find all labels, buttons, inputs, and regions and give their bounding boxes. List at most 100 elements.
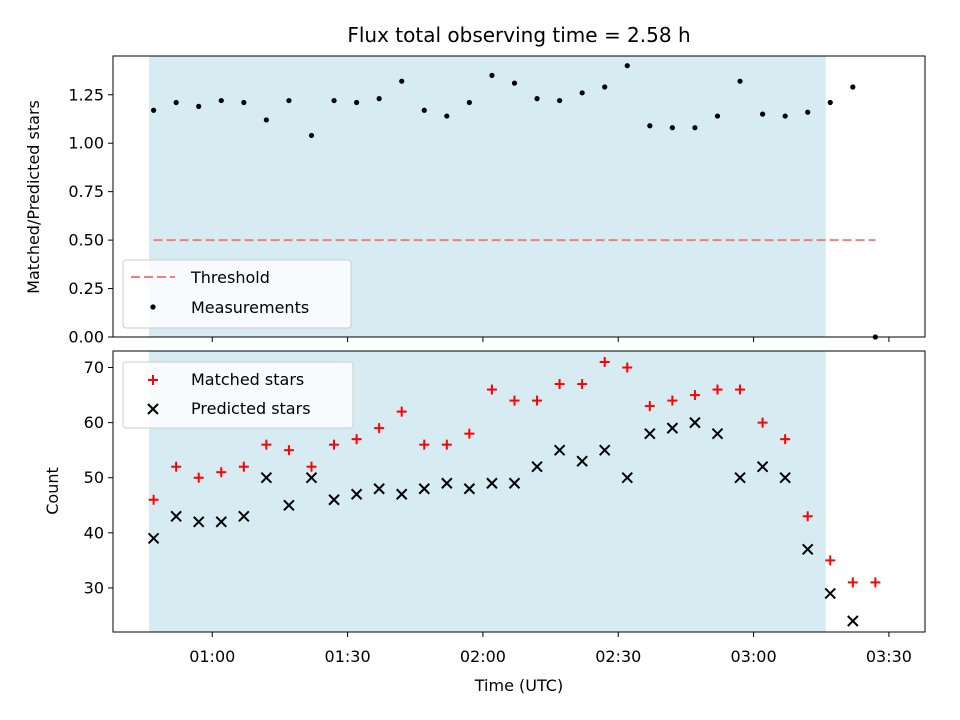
measurement-point [557,97,563,104]
top-ytick-label: 0.50 [68,231,104,250]
measurement-point [692,125,698,131]
bottom-ylabel: Count [43,467,62,515]
matched-star-point [689,390,700,401]
xtick-label: 01:00 [189,647,235,666]
matched-star-point [238,461,249,472]
matched-star-point [306,461,317,472]
measurement-point [669,125,675,131]
predicted-star-point [621,472,633,484]
legend-measurements-label: Measurements [191,298,309,317]
measurement-point [579,90,585,96]
top-axes-frame [112,55,926,338]
matched-star-point [735,384,746,395]
predicted-star-point [802,543,814,556]
bottom-ytick-label: 40 [84,523,104,542]
predicted-star-point [666,422,679,434]
matched-star-point [374,423,385,434]
top-legend: Threshold Measurements [122,259,352,329]
predicted-star-point [689,416,701,429]
matched-star-point [599,357,610,368]
predicted-star-point [396,488,408,500]
matched-star-point [870,577,881,588]
measurement-point [399,78,405,84]
measurement-point [196,103,202,109]
legend-matched-swatch [148,375,158,385]
predicted-star-point [441,477,453,489]
predicted-star-point [147,532,160,545]
predicted-star-point [599,444,611,456]
measurement-point [354,99,360,106]
measurement-point [331,97,337,104]
measurement-point [173,99,179,106]
measurement-point [263,117,269,123]
matched-star-point [825,555,836,566]
predicted-star-point [373,483,385,495]
measurement-point [534,96,540,102]
matched-star-point [577,379,588,390]
predicted-star-point [508,477,521,489]
top-ytick-label: 1.25 [68,85,104,104]
bottom-ytick-label: 30 [84,578,104,597]
xtick-label: 01:30 [325,647,371,666]
measurement-point [444,113,450,119]
predicted-star-point [486,477,498,489]
predicted-star-point [576,455,588,467]
top-ytick-label: 0.00 [68,328,104,347]
predicted-star-point [734,472,746,484]
measurement-point [241,99,247,106]
xtick-label: 03:30 [866,647,912,666]
predicted-star-point [463,483,476,495]
legend-predicted-swatch [147,403,159,415]
predicted-star-point [350,488,363,500]
matched-star-point [171,461,182,472]
predicted-star-point [170,510,182,523]
matched-star-point [148,494,159,505]
measurement-point [714,113,721,119]
predicted-star-point [418,483,430,495]
xtick-label: 02:00 [460,647,506,666]
matched-star-point [441,439,452,450]
legend-predicted-label: Predicted stars [191,399,311,418]
matched-star-point [509,395,520,406]
predicted-star-point [553,444,566,456]
legend-box [122,259,352,329]
top-ytick-label: 0.75 [68,182,104,201]
top-ytick-label: 0.25 [68,279,104,298]
matched-star-point [712,384,723,395]
bottom-axes-frame [112,350,926,633]
matched-star-point [193,472,204,483]
matched-star-point [644,401,655,412]
matched-star-point [419,439,430,450]
measurement-point [466,99,472,106]
predicted-star-point [711,427,724,440]
measurement-point [218,97,224,104]
measurement-point [602,84,608,90]
measurement-point [308,132,315,139]
matched-star-point [283,445,294,456]
matched-star-point [486,384,497,395]
predicted-star-point [215,516,227,528]
measurement-point [489,72,495,78]
matched-star-point [464,428,475,439]
measurement-point [624,63,630,69]
predicted-star-point [283,499,295,511]
matched-star-point [396,406,407,417]
matched-star-point [261,439,272,450]
matched-star-point [780,434,791,445]
matched-star-point [351,434,362,445]
bottom-panel: 30 40 50 60 70 Count Matched stars Predicted … [43,350,926,633]
matched-star-point [216,467,227,478]
top-ylabel: Matched/Predicted stars [24,100,43,294]
measurement-point [151,107,157,113]
legend-measurements-swatch [150,304,156,310]
legend-box [122,361,354,429]
predicted-star-point [238,510,250,523]
measurement-point [850,84,856,90]
bottom-legend: Matched stars Predicted stars [122,361,354,429]
predicted-star-point [260,472,273,484]
xtick-label: 02:30 [595,647,641,666]
measurement-point [647,123,653,129]
legend-matched-label: Matched stars [191,370,304,389]
measurement-point [827,99,833,106]
